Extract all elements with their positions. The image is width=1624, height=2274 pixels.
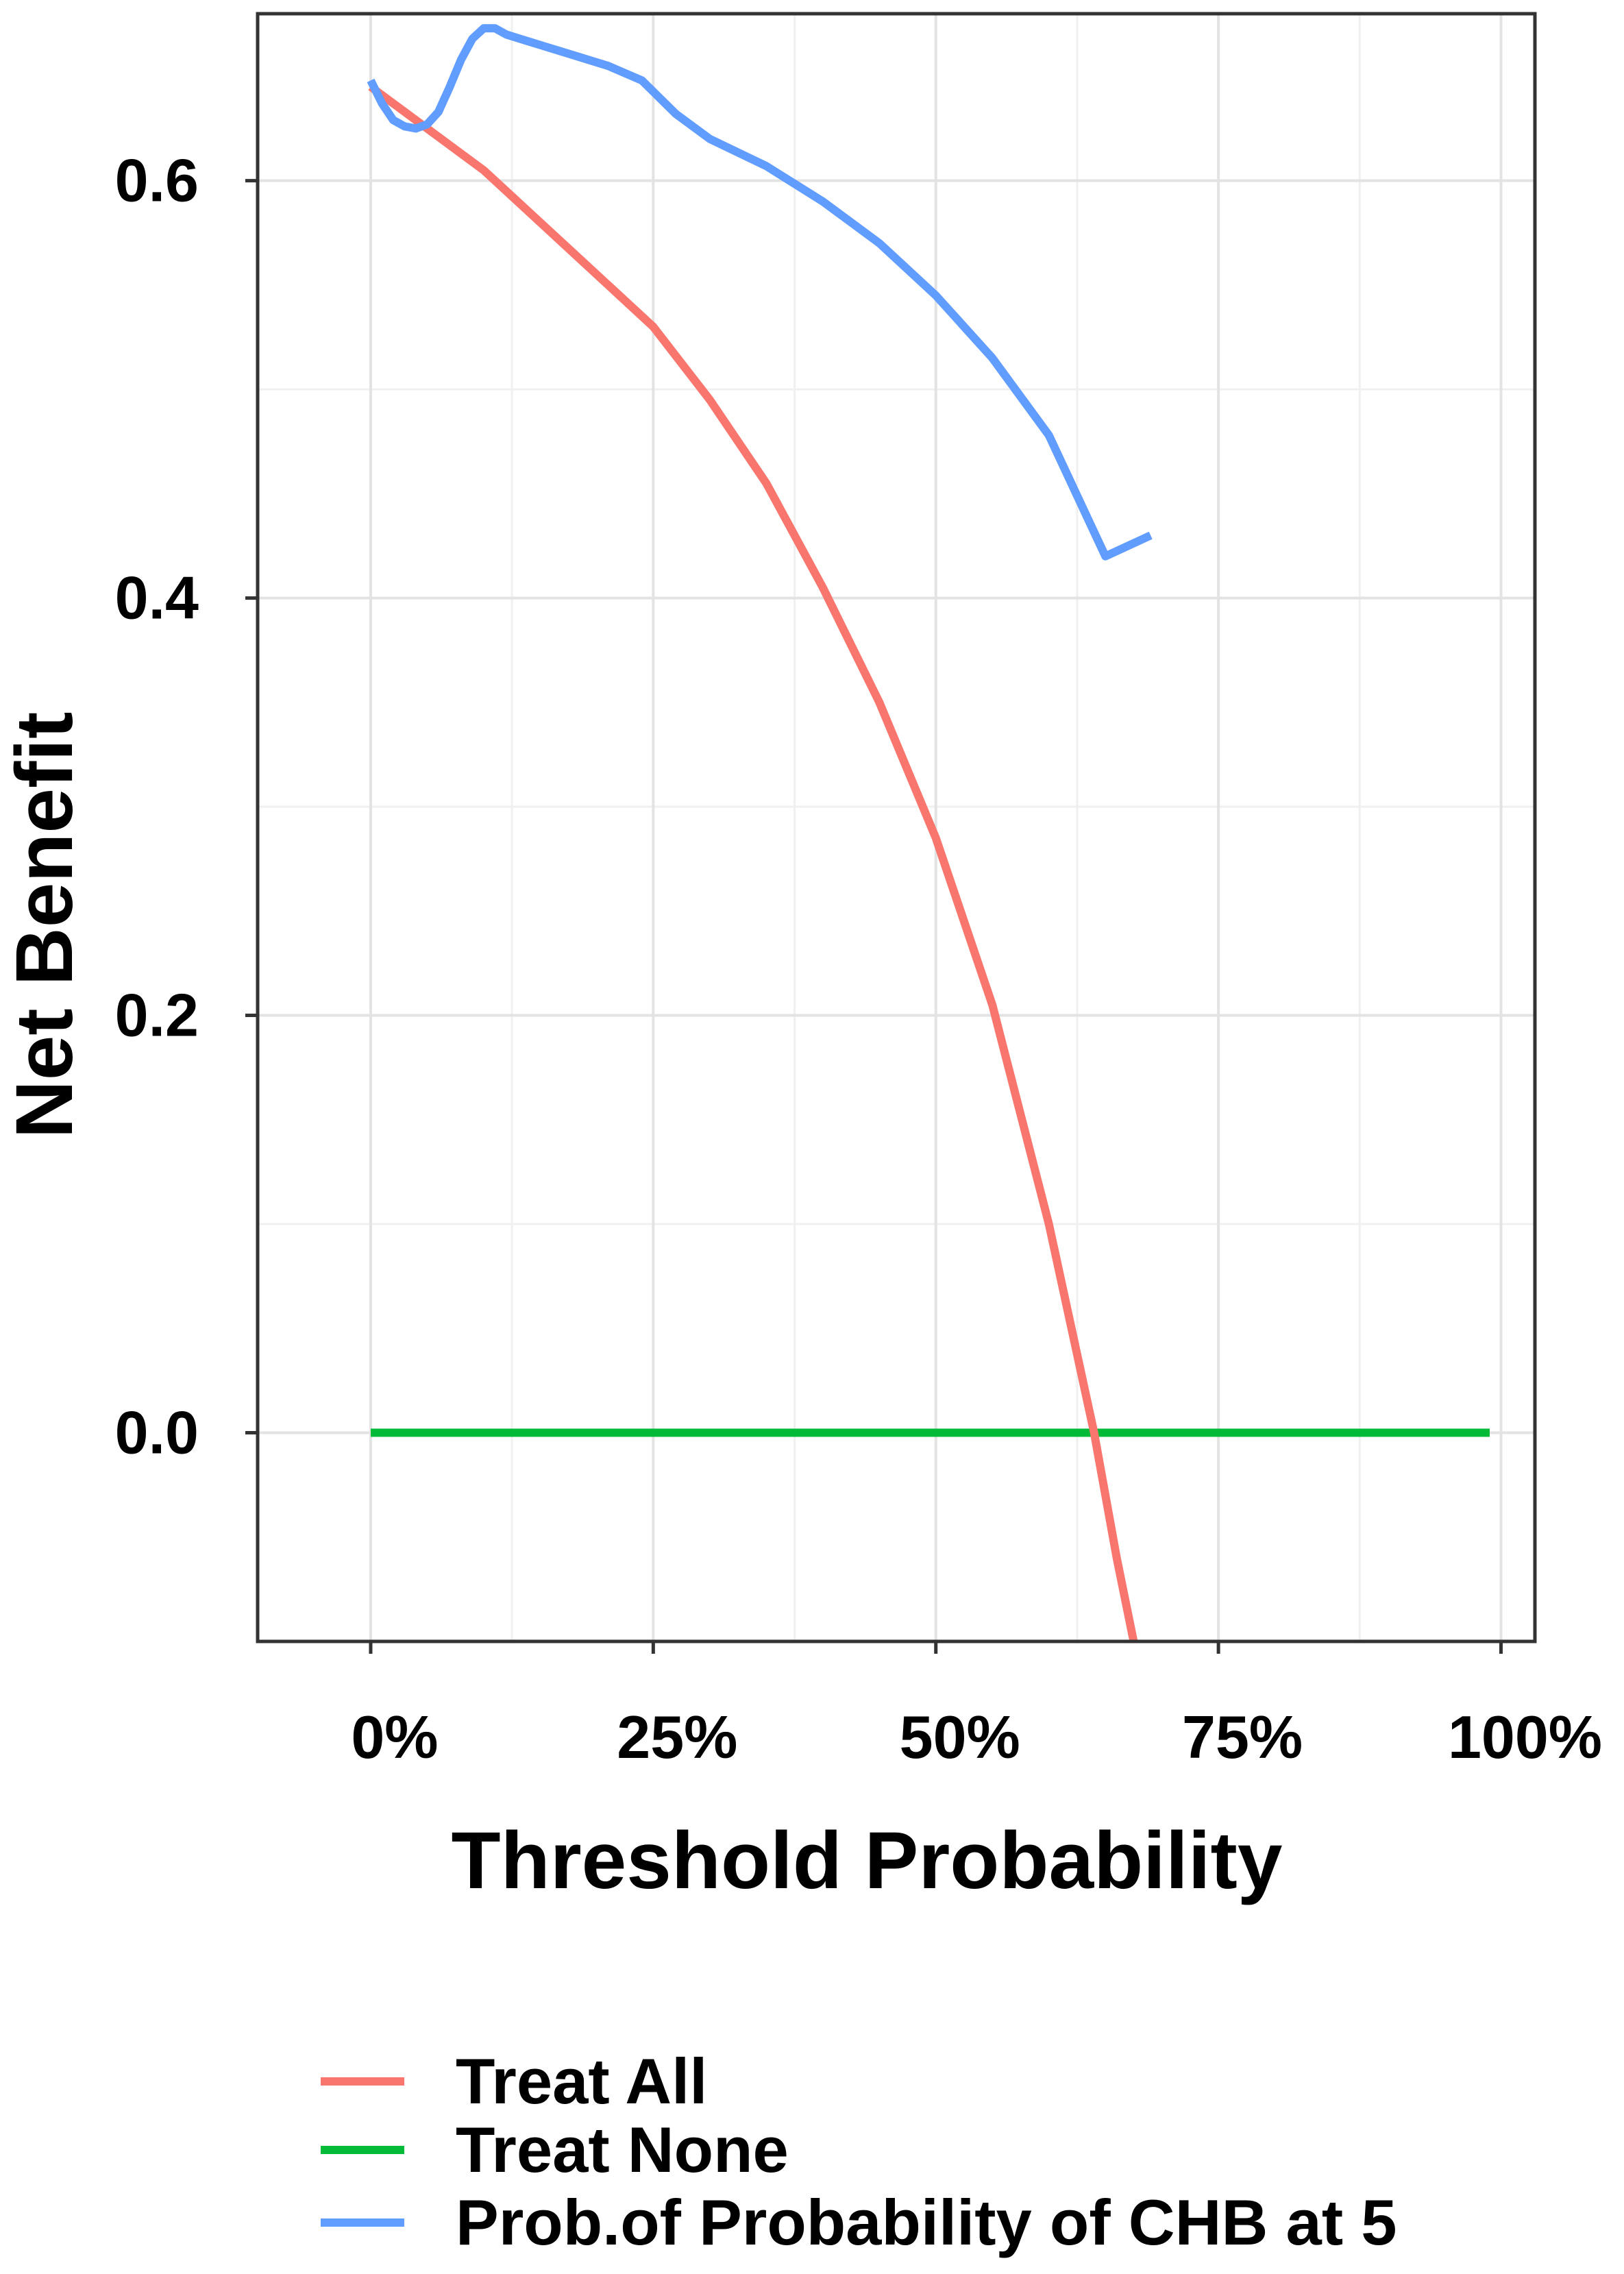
x-tick-label: 100%	[1448, 1703, 1602, 1771]
series-layer	[367, 24, 1490, 1641]
y-tick-label: 0.0	[115, 1399, 199, 1467]
minor-gridlines	[258, 14, 1535, 1641]
x-tick-label: 75%	[1182, 1703, 1303, 1771]
plot-panel-border	[256, 12, 1537, 1643]
series-line-prob-of-probability-of-chb-at-5	[367, 24, 1153, 561]
x-axis-title: Threshold Probability	[452, 1815, 1283, 1906]
legend-label: Prob.of Probability of CHB at 5	[456, 2186, 1397, 2258]
y-axis-ticks: 0.0 0.2 0.4 0.6	[115, 147, 258, 1467]
legend-label: Treat None	[456, 2114, 789, 2186]
x-axis-ticks: 0% 25% 50% 75% 100%	[351, 1641, 1602, 1771]
y-tick-label: 0.2	[115, 981, 199, 1049]
y-tick-label: 0.6	[115, 147, 199, 215]
series-line-treat-all	[368, 83, 1138, 1641]
x-tick-label: 50%	[900, 1703, 1020, 1771]
y-tick-label: 0.4	[115, 564, 199, 632]
x-tick-label: 25%	[617, 1703, 737, 1771]
y-axis-title: Net Benefit	[0, 712, 90, 1139]
x-tick-label: 0%	[351, 1703, 438, 1771]
legend-label: Treat All	[456, 2045, 707, 2117]
